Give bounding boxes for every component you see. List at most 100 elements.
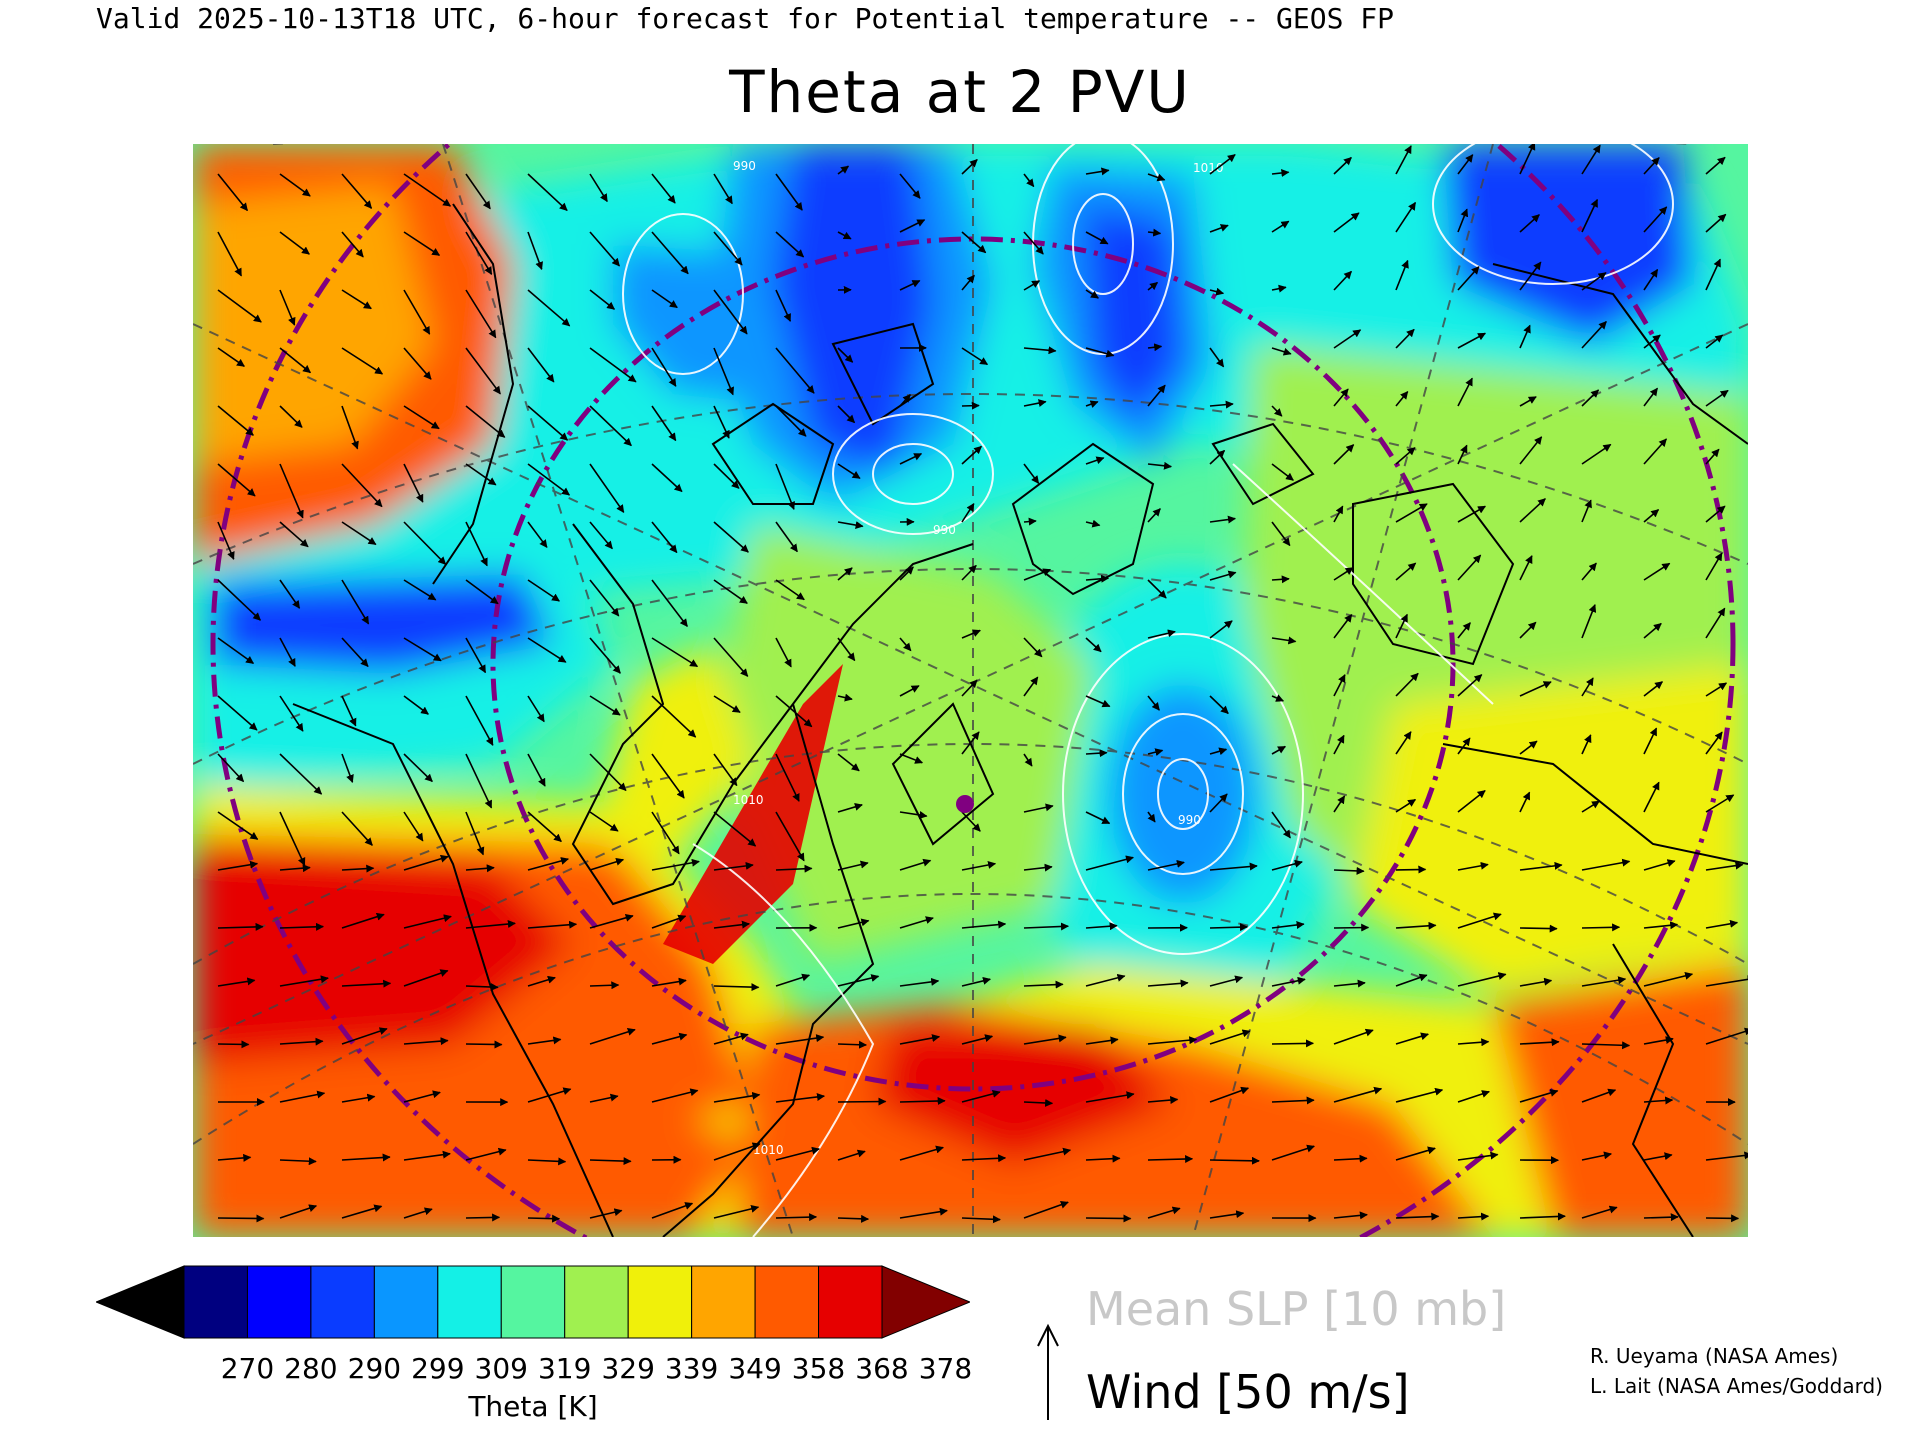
wind-arrow [1457, 789, 1486, 813]
svg-text:990: 990 [733, 159, 756, 173]
colorbar-swatch [310, 1265, 375, 1339]
wind-arrow [1209, 1210, 1245, 1219]
wind-arrow [1085, 289, 1099, 299]
wind-arrow [1147, 461, 1172, 470]
wind-vectors [217, 144, 1748, 1224]
wind-arrow [403, 637, 442, 662]
wind-arrow [1581, 976, 1627, 987]
theta-colorbar [96, 1265, 970, 1339]
wind-arrow [527, 347, 555, 383]
wind-arrow [1457, 1212, 1490, 1221]
wind-arrow [1395, 145, 1412, 175]
wind-arrow [341, 1093, 376, 1103]
wind-arrow [713, 753, 738, 787]
wind-arrow [527, 579, 560, 602]
wind-arrow [341, 521, 377, 546]
wind-arrow [403, 521, 447, 565]
wind-arrow [713, 521, 749, 553]
wind-arrow [651, 173, 676, 204]
wind-arrow [837, 1214, 870, 1223]
wind-arrow [465, 637, 487, 674]
wind-arrow [1457, 154, 1474, 175]
wind-arrow [279, 922, 324, 931]
wind-arrow [1333, 866, 1365, 875]
wind-arrow [465, 173, 491, 210]
wind-arrow [1519, 324, 1531, 349]
wind-arrow [589, 1208, 623, 1219]
wind-arrow [713, 347, 734, 396]
wind-arrow [837, 918, 870, 929]
wind-arrow [713, 1204, 760, 1219]
wind-arrow [589, 173, 608, 203]
wind-arrow [775, 173, 803, 211]
wind-arrow [713, 289, 748, 335]
wind-arrow [775, 753, 800, 802]
wind-arrow [837, 860, 869, 871]
wind-arrow [1581, 443, 1612, 465]
forecast-valid-line: Valid 2025-10-13T18 UTC, 6-hour forecast… [96, 2, 1395, 35]
wind-arrow [1395, 731, 1412, 755]
wind-arrow [1643, 921, 1679, 930]
wind-arrow [1271, 220, 1290, 233]
colorbar-tick-label: 280 [284, 1352, 338, 1385]
colorbar-tick-label: 358 [791, 1352, 846, 1385]
wind-arrow [341, 811, 373, 846]
wind-arrow [403, 1037, 449, 1046]
wind-arrow [713, 405, 730, 439]
colorbar-swatch [691, 1265, 756, 1339]
wind-arrow [899, 1207, 948, 1219]
wind-arrow [1023, 922, 1069, 931]
wind-arrow [1705, 919, 1739, 929]
wind-arrow [1457, 444, 1468, 465]
wind-arrow [217, 231, 243, 277]
wind-arrow [1581, 499, 1592, 523]
wind-arrow [403, 811, 424, 842]
wind-arrow [1023, 753, 1033, 767]
wind-arrow [837, 165, 850, 175]
wind-arrow [1395, 1212, 1440, 1221]
wind-arrow [837, 753, 860, 772]
wind-arrow [217, 922, 264, 931]
wind-arrow [341, 405, 359, 450]
wind-arrow [1085, 1214, 1132, 1223]
wind-arrow [713, 811, 757, 847]
wind-arrow [1519, 740, 1538, 755]
wind-arrow [1147, 979, 1189, 988]
wind-arrow [651, 521, 678, 554]
wind-arrow [775, 811, 805, 862]
wind-arrow [527, 1087, 572, 1103]
wind-arrow [217, 637, 255, 665]
wind-arrow [589, 695, 621, 716]
wind-arrow [1643, 438, 1667, 465]
wind-arrow [1643, 622, 1662, 639]
wind-arrow [837, 803, 863, 813]
wind-arrow [1581, 858, 1631, 871]
wind-arrow [1147, 1206, 1181, 1219]
wind-arrow [1023, 231, 1044, 255]
wind-arrow [1395, 259, 1409, 291]
wind-arrow [1519, 261, 1542, 291]
wind-arrow [1209, 1156, 1260, 1165]
wind-arrow [1705, 682, 1728, 697]
wind-arrow [775, 1034, 825, 1045]
wind-arrow [775, 463, 795, 510]
wind-arrow [1643, 859, 1676, 871]
wind-arrow [961, 1034, 994, 1045]
wind-arrow [775, 289, 792, 322]
colorbar-tick-label: 309 [474, 1352, 528, 1385]
wind-arrow [1457, 972, 1507, 987]
wind-arrow [1519, 924, 1558, 933]
wind-arrow [651, 1088, 699, 1103]
svg-text:990: 990 [933, 523, 956, 537]
colorbar-swatch [564, 1265, 629, 1339]
wind-arrow [217, 289, 262, 323]
wind-arrow [403, 289, 431, 335]
wind-arrow [651, 463, 683, 493]
wind-arrow [1581, 389, 1600, 407]
wind-arrow [527, 753, 546, 787]
wind-arrow [1643, 562, 1671, 581]
wind-arrow [1023, 173, 1035, 188]
wind-arrow [837, 1097, 887, 1106]
wind-arrow [651, 405, 677, 442]
colorbar-swatch [500, 1265, 566, 1339]
